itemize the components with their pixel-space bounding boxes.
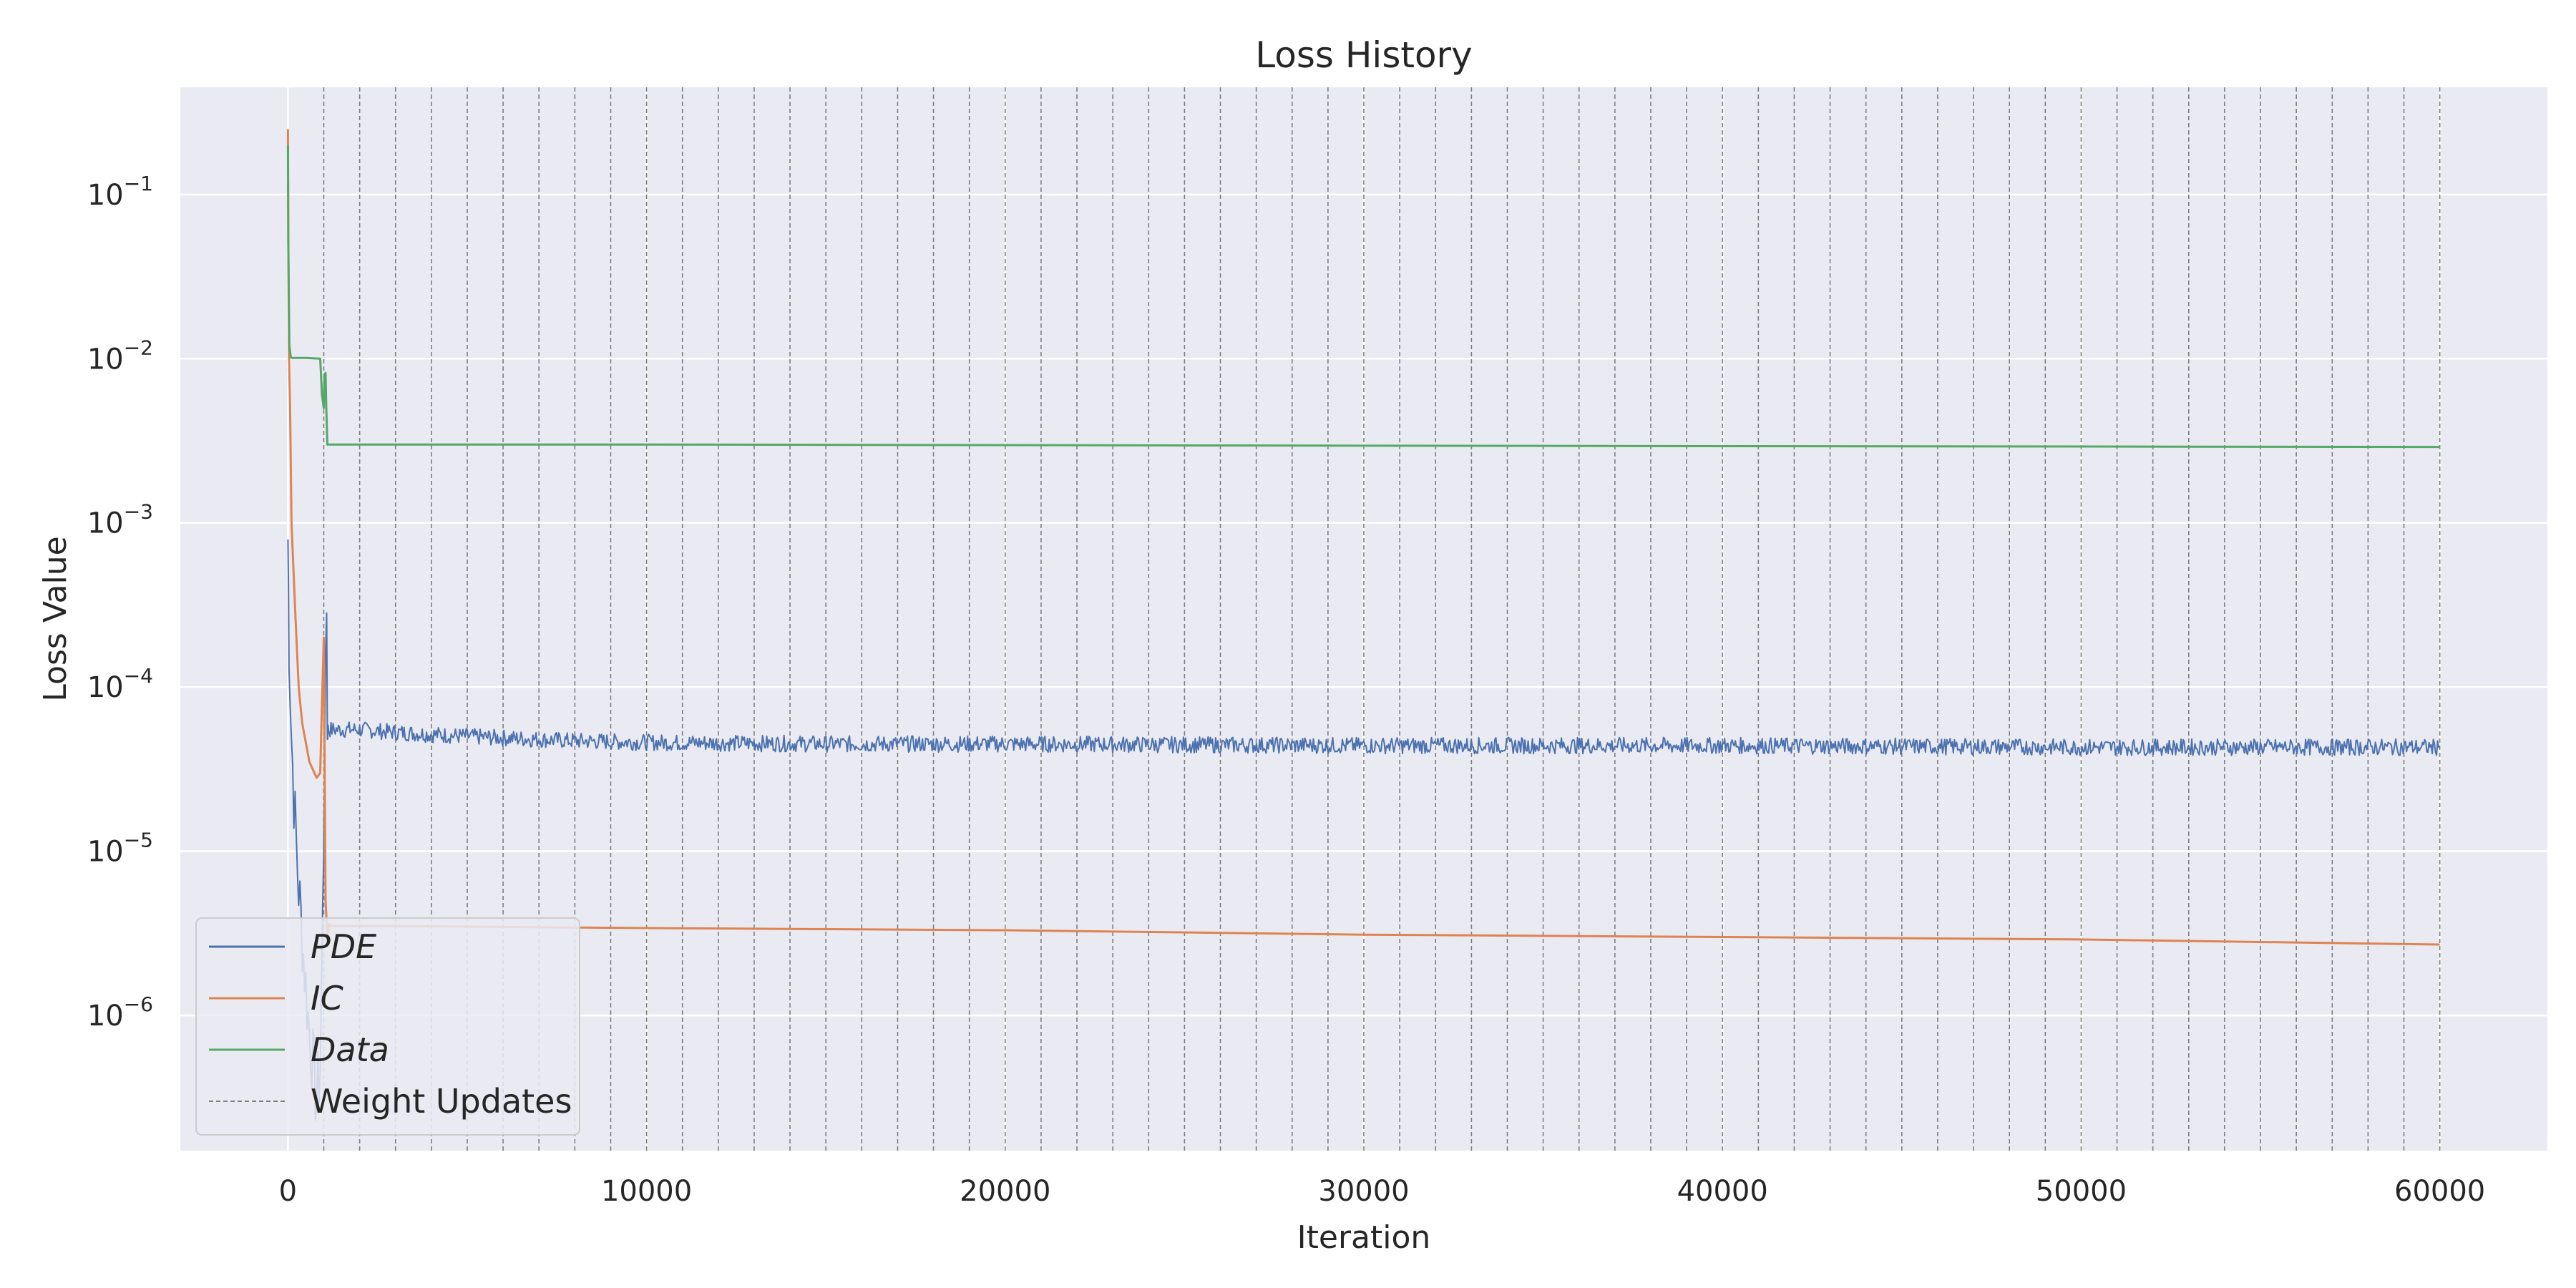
legend-box (195, 917, 580, 1136)
x-tick-label: 0 (279, 1175, 297, 1208)
series-line-pde (287, 539, 2440, 1121)
x-tick-label: 60000 (2394, 1175, 2485, 1208)
tick-labels: 0 10000 20000 30000 40000 50000 6000010−610−51… (87, 172, 2485, 1208)
x-axis-label: Iteration (1297, 1219, 1431, 1256)
legend-label: Weight Updates (311, 1082, 572, 1121)
series-lines (286, 129, 2440, 1121)
legend-label: PDE (311, 927, 376, 966)
weight-update-lines (323, 87, 2441, 1151)
x-tick-label: 40000 (1677, 1175, 1768, 1208)
legend: PDE IC Data Weight Updates (195, 917, 580, 1136)
legend-label: Data (311, 1030, 389, 1069)
legend-label: IC (311, 979, 343, 1018)
y-tick-label: 10−6 (87, 992, 153, 1033)
series-line-ic (286, 129, 2440, 946)
series-line-data (286, 145, 2440, 449)
x-tick-label: 50000 (2036, 1175, 2127, 1208)
x-tick-label: 30000 (1318, 1175, 1409, 1208)
x-tick-label: 10000 (601, 1175, 692, 1208)
x-tick-label: 20000 (960, 1175, 1050, 1208)
y-axis-label: Loss Value (37, 536, 74, 701)
chart-title: Loss History (1255, 34, 1472, 76)
